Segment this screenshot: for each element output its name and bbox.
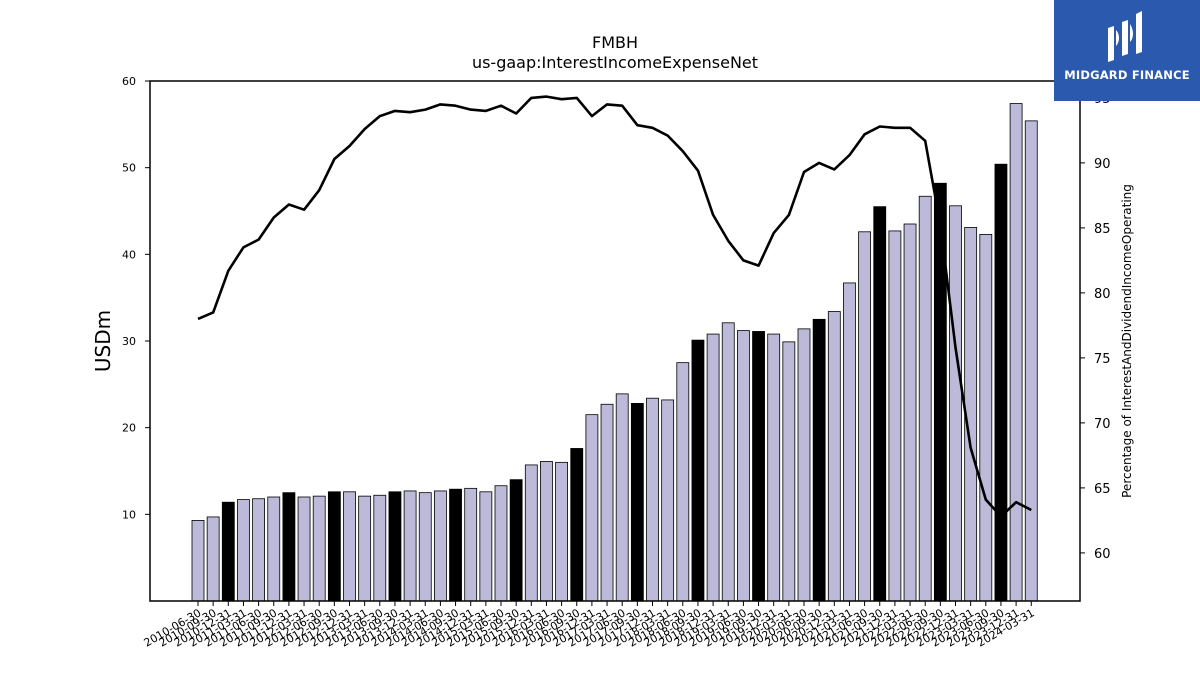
bar-2015-12-31	[524, 464, 538, 602]
bar-2020-12-31	[827, 311, 841, 602]
bar-2012-12-31	[343, 491, 356, 602]
bar-2018-09-30	[691, 339, 705, 602]
y-axis-label-left: USDm	[91, 310, 115, 372]
bar-2013-03-31	[358, 495, 372, 602]
bar-2014-03-31	[418, 492, 432, 602]
y-axis-right: 6065707580859095	[1080, 92, 1111, 562]
y-tick-label-left: 30	[122, 335, 136, 348]
bar-2021-06-30	[858, 231, 871, 602]
bar-2017-06-30	[615, 393, 629, 602]
chart-subtitle: us-gaap:InterestIncomeExpenseNet	[472, 53, 758, 72]
bar-2021-03-31	[843, 282, 856, 602]
bar-2016-03-31	[540, 461, 553, 602]
bar-2010-12-31	[221, 501, 235, 602]
bar-2022-12-31	[949, 205, 962, 602]
bar-2017-12-31	[646, 397, 659, 602]
y-axis-label-right: Percentage of InterestAndDividendIncomeO…	[1120, 184, 1134, 498]
bar-2018-06-30	[676, 362, 690, 602]
midgard-logo-icon	[1108, 11, 1142, 62]
bar-2014-06-30	[433, 490, 447, 602]
bar-2022-06-30	[918, 195, 932, 602]
y-tick-label-right: 80	[1094, 287, 1111, 302]
bar-2013-06-30	[373, 494, 387, 602]
bar-2016-06-30	[555, 461, 568, 602]
bar-2016-09-30	[570, 448, 584, 602]
midgard-logo: MIDGARD FINANCE	[1054, 0, 1200, 101]
bar-2023-09-30	[994, 163, 1008, 602]
bar-2020-09-30	[812, 318, 826, 602]
bar-2021-12-31	[888, 230, 902, 602]
y-tick-label-left: 60	[122, 75, 136, 88]
bar-series	[191, 103, 1038, 602]
bar-2012-03-31	[297, 496, 311, 602]
y-tick-label-left: 20	[122, 422, 136, 435]
y-tick-label-right: 60	[1094, 547, 1111, 562]
y-tick-label-left: 40	[122, 248, 136, 261]
bar-2013-09-30	[388, 491, 402, 602]
chart-title: FMBH	[592, 33, 638, 52]
bar-2019-09-30	[752, 331, 765, 602]
bar-2015-03-31	[479, 491, 493, 602]
bar-2019-12-31	[767, 333, 781, 602]
bar-2015-09-30	[509, 479, 523, 602]
bar-2014-09-30	[449, 488, 462, 602]
bar-2020-06-30	[797, 328, 811, 602]
y-tick-label-right: 70	[1094, 417, 1111, 432]
bar-2020-03-31	[782, 341, 796, 602]
y-tick-label-right: 85	[1094, 222, 1111, 237]
bar-2018-12-31	[706, 333, 720, 602]
bar-2023-06-30	[979, 233, 993, 602]
bar-2011-12-31	[282, 492, 296, 602]
bar-2022-09-30	[933, 182, 947, 602]
bar-2018-03-31	[661, 399, 675, 602]
bar-2011-09-30	[267, 496, 281, 602]
bar-2023-12-31	[1009, 103, 1023, 602]
bar-2021-09-30	[873, 206, 887, 602]
bar-2017-09-30	[630, 402, 644, 602]
y-tick-label-left: 10	[122, 508, 136, 521]
bar-2017-03-31	[600, 403, 614, 602]
logo-text: MIDGARD FINANCE	[1064, 68, 1190, 82]
x-axis: 2010-06-302010-09-302010-12-312011-03-31…	[142, 601, 1037, 650]
bar-2010-09-30	[206, 516, 220, 602]
bar-2012-06-30	[312, 495, 326, 602]
line-series	[197, 95, 1032, 518]
bar-2011-06-30	[252, 498, 266, 602]
bar-2012-09-30	[327, 491, 341, 602]
percentage-line	[197, 95, 1032, 518]
bar-2019-03-31	[721, 322, 735, 602]
y-axis-left: 10 20 30 40 50 60	[122, 75, 150, 521]
bar-2016-12-31	[585, 414, 599, 602]
y-tick-label-right: 65	[1094, 482, 1111, 497]
y-tick-label-right: 90	[1094, 157, 1111, 172]
bar-2010-06-30	[191, 520, 205, 602]
bar-2022-03-31	[903, 223, 917, 602]
y-tick-label-right: 75	[1094, 352, 1111, 367]
bar-2013-12-31	[403, 490, 417, 602]
bar-2015-06-30	[494, 485, 508, 602]
bar-2014-12-31	[464, 487, 478, 602]
y-tick-label-left: 50	[122, 162, 136, 175]
bar-2019-06-30	[737, 330, 750, 602]
bar-2011-03-31	[237, 499, 250, 602]
bar-2024-03-31	[1024, 120, 1038, 602]
